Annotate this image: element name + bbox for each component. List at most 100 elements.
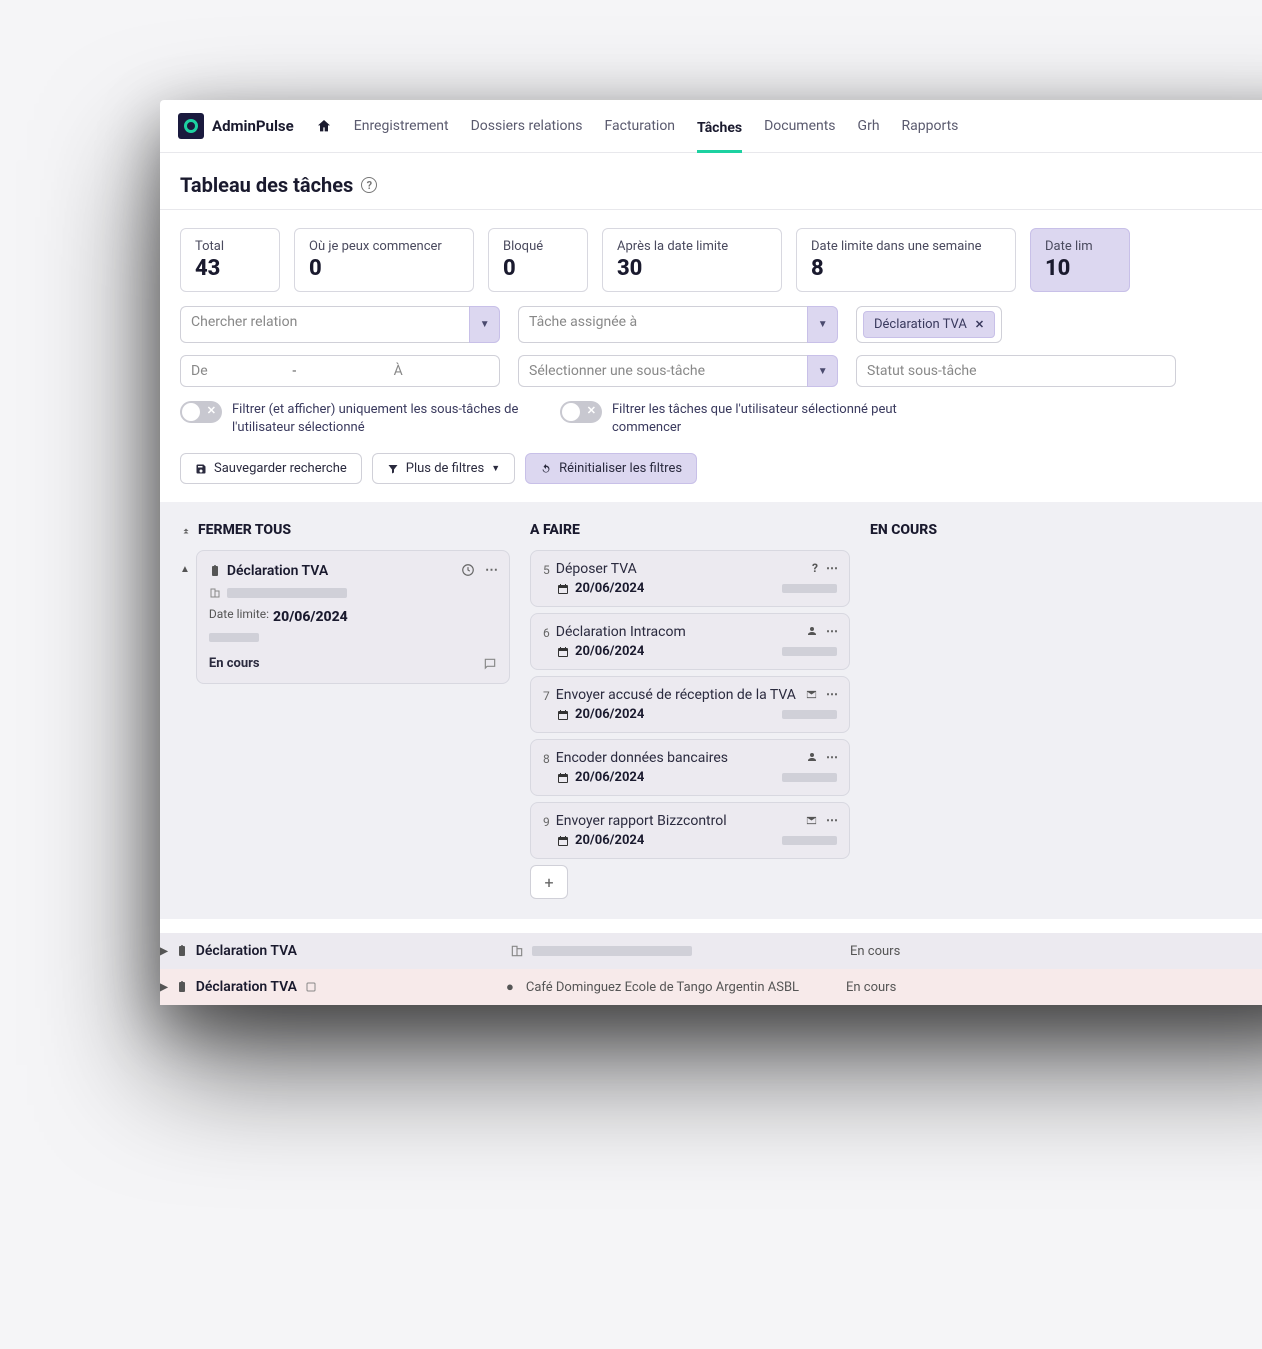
subtask-number: 8	[543, 752, 550, 766]
task-status: En cours	[209, 656, 260, 671]
more-icon[interactable]: ⋯	[826, 687, 839, 701]
toggle1-label: Filtrer (et afficher) uniquement les sou…	[232, 401, 520, 437]
stat-can-start[interactable]: Où je peux commencer 0	[294, 228, 474, 292]
toggle-filter-subtasks[interactable]: ✕	[180, 401, 222, 423]
expand-icon[interactable]: ▶	[160, 982, 168, 993]
subtask-select[interactable]: Sélectionner une sous-tâche	[518, 355, 807, 387]
filters-panel: Total 43 Où je peux commencer 0 Bloqué 0…	[160, 210, 1262, 502]
column-close-all: FERMER TOUS ▲ Déclaration TVA ⋯	[180, 522, 510, 899]
save-search-button[interactable]: Sauvegarder recherche	[180, 453, 362, 484]
redacted-assignee	[782, 773, 837, 782]
calendar-icon	[557, 583, 569, 595]
nav-taches[interactable]: Tâches	[697, 114, 742, 153]
subtask-date: 20/06/2024	[575, 770, 644, 785]
relation-dropdown-btn[interactable]: ▼	[469, 306, 500, 343]
todo-header: A FAIRE	[530, 522, 850, 538]
subtask-date: 20/06/2024	[575, 644, 644, 659]
subtask-card[interactable]: 5 Déposer TVA ? ⋯ 20/06/2024	[530, 550, 850, 607]
stat-total[interactable]: Total 43	[180, 228, 280, 292]
subtask-status-select[interactable]: Statut sous-tâche	[856, 355, 1176, 387]
calendar-icon	[557, 646, 569, 658]
subtask-type-icon	[805, 815, 818, 826]
subtask-title: Encoder données bancaires	[556, 750, 837, 766]
redacted-assignee	[209, 633, 259, 642]
subtask-title: Déposer TVA	[556, 561, 837, 577]
subtask-dropdown-btn[interactable]: ▼	[807, 355, 838, 387]
subtask-title: Déclaration Intracom	[556, 624, 837, 640]
overdue-task-row[interactable]: ▶ Déclaration TVA ● Café Dominguez Ecole…	[160, 969, 1262, 1005]
stats-row: Total 43 Où je peux commencer 0 Bloqué 0…	[180, 228, 1262, 292]
expand-icon[interactable]: ▲	[180, 564, 190, 575]
close-all-header[interactable]: FERMER TOUS	[180, 522, 510, 538]
assignee-select[interactable]: Tâche assignée à	[518, 306, 807, 343]
logo-mark	[178, 113, 204, 139]
remove-tag-icon[interactable]: ✕	[975, 318, 984, 331]
more-icon[interactable]: ⋯	[485, 563, 499, 578]
redacted-assignee	[782, 584, 837, 593]
subtask-card[interactable]: 8 Encoder données bancaires ⋯ 20/06/2024	[530, 739, 850, 796]
clipboard-icon	[176, 980, 188, 994]
logo[interactable]: AdminPulse	[178, 113, 294, 139]
help-icon[interactable]: ?	[361, 177, 377, 193]
expand-icon[interactable]: ▶	[160, 946, 168, 957]
nav-documents[interactable]: Documents	[764, 112, 835, 140]
more-icon[interactable]: ⋯	[826, 561, 839, 575]
nav-facturation[interactable]: Facturation	[605, 112, 676, 140]
checkbox-icon[interactable]	[305, 981, 317, 993]
subtask-card[interactable]: 9 Envoyer rapport Bizzcontrol ⋯ 20/06/20…	[530, 802, 850, 859]
save-icon	[195, 463, 207, 475]
row2-title: Déclaration TVA	[196, 943, 297, 959]
redacted-company	[227, 588, 347, 598]
column-inprogress: EN COURS	[870, 522, 1190, 899]
task-card[interactable]: Déclaration TVA ⋯ Date limite: 20/06/202…	[196, 550, 510, 684]
comment-icon[interactable]	[483, 657, 497, 671]
home-icon[interactable]	[316, 118, 332, 134]
clipboard-icon	[209, 564, 221, 578]
nav-dossiers[interactable]: Dossiers relations	[471, 112, 583, 140]
reset-icon	[540, 463, 552, 475]
subtask-card[interactable]: 6 Déclaration Intracom ⋯ 20/06/2024	[530, 613, 850, 670]
relation-search[interactable]: Chercher relation	[180, 306, 469, 343]
more-icon[interactable]: ⋯	[826, 624, 839, 638]
reset-filters-button[interactable]: Réinitialiser les filtres	[525, 453, 697, 484]
subtask-type-icon	[805, 689, 818, 700]
nav-grh[interactable]: Grh	[858, 112, 880, 140]
date-from: De	[191, 363, 286, 379]
stat-deadline-cut[interactable]: Date lim 10	[1030, 228, 1130, 292]
more-filters-button[interactable]: Plus de filtres ▼	[372, 453, 515, 484]
filter-icon	[387, 463, 399, 475]
deadline-date: 20/06/2024	[273, 609, 348, 625]
subtask-title: Envoyer rapport Bizzcontrol	[556, 813, 837, 829]
subtask-card[interactable]: 7 Envoyer accusé de réception de la TVA …	[530, 676, 850, 733]
assignee-dropdown-btn[interactable]: ▼	[807, 306, 838, 343]
clock-icon[interactable]	[461, 563, 475, 577]
nav-rapports[interactable]: Rapports	[902, 112, 959, 140]
more-icon[interactable]: ⋯	[826, 750, 839, 764]
toggle-filter-canstart[interactable]: ✕	[560, 401, 602, 423]
kanban-board: FERMER TOUS ▲ Déclaration TVA ⋯	[160, 502, 1262, 919]
stat-deadline-week[interactable]: Date limite dans une semaine 8	[796, 228, 1016, 292]
subtask-number: 7	[543, 689, 550, 703]
top-nav: AdminPulse Enregistrement Dossiers relat…	[160, 100, 1262, 153]
column-todo: A FAIRE 5 Déposer TVA ? ⋯ 20/06/2024 6 D…	[530, 522, 850, 899]
filter-tag-tva: Déclaration TVA ✕	[863, 311, 995, 338]
stat-after-deadline[interactable]: Après la date limite 30	[602, 228, 782, 292]
task-type-filter[interactable]: Déclaration TVA ✕	[856, 306, 1002, 343]
redacted-assignee	[782, 647, 837, 656]
stat-blocked[interactable]: Bloqué 0	[488, 228, 588, 292]
chevron-down-icon: ▼	[491, 463, 500, 474]
more-icon[interactable]: ⋯	[826, 813, 839, 827]
date-range[interactable]: De - À	[180, 355, 500, 387]
date-to: À	[394, 363, 489, 379]
page-header: Tableau des tâches ?	[160, 153, 1262, 210]
calendar-icon	[557, 772, 569, 784]
subtask-date: 20/06/2024	[575, 707, 644, 722]
deadline-label: Date limite:	[209, 607, 269, 621]
nav-enregistrement[interactable]: Enregistrement	[354, 112, 449, 140]
inprogress-header: EN COURS	[870, 522, 1190, 538]
collapsed-task-row[interactable]: ▶ Déclaration TVA En cours	[160, 933, 1262, 969]
app-window: AdminPulse Enregistrement Dossiers relat…	[160, 100, 1262, 1005]
calendar-icon	[557, 709, 569, 721]
toggle2-label: Filtrer les tâches que l'utilisateur sél…	[612, 401, 900, 437]
add-subtask-button[interactable]: +	[530, 865, 568, 899]
